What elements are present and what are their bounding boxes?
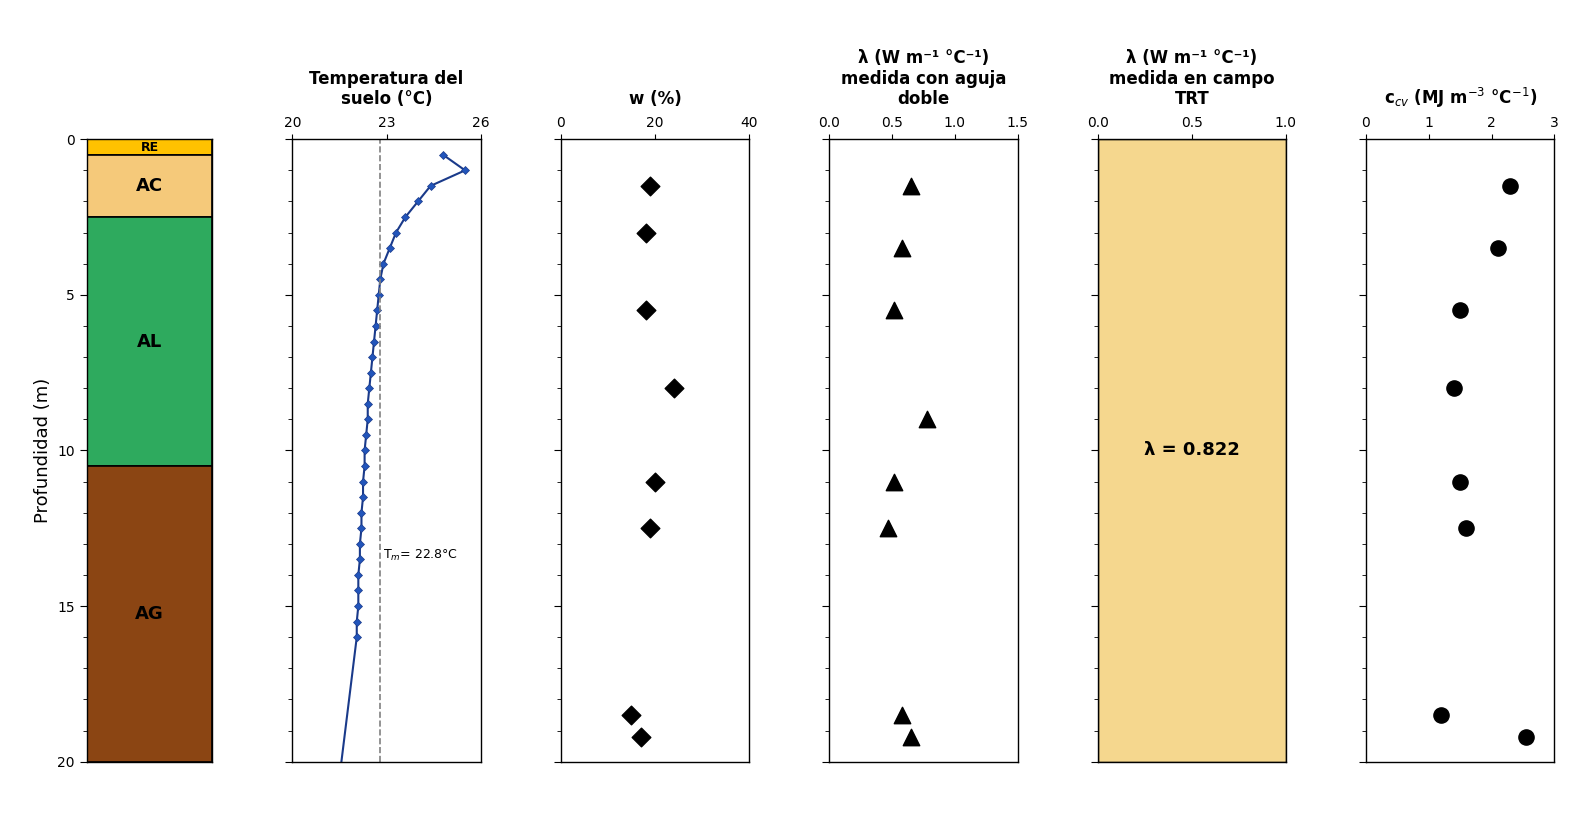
Bar bbox=[87, 139, 213, 155]
Point bbox=[1428, 708, 1453, 722]
Point bbox=[1453, 522, 1479, 535]
Bar bbox=[87, 155, 213, 217]
X-axis label: c$_{cv}$ (MJ m$^{-3}$ °C$^{-1}$): c$_{cv}$ (MJ m$^{-3}$ °C$^{-1}$) bbox=[1384, 86, 1537, 111]
Point bbox=[1441, 382, 1466, 395]
Point bbox=[638, 522, 663, 535]
Point bbox=[890, 708, 915, 722]
Point bbox=[1447, 475, 1472, 488]
Point bbox=[1447, 304, 1472, 317]
Point bbox=[882, 304, 907, 317]
Text: T$_m$= 22.8°C: T$_m$= 22.8°C bbox=[383, 549, 458, 563]
Point bbox=[633, 226, 658, 239]
Point bbox=[890, 242, 915, 255]
Point bbox=[876, 522, 901, 535]
Point bbox=[898, 731, 923, 744]
Y-axis label: Profundidad (m): Profundidad (m) bbox=[33, 378, 52, 523]
Point bbox=[882, 475, 907, 488]
Text: RE: RE bbox=[140, 141, 159, 153]
Point bbox=[915, 413, 940, 426]
X-axis label: w (%): w (%) bbox=[628, 90, 682, 108]
Point bbox=[1513, 731, 1539, 744]
Text: AG: AG bbox=[136, 605, 164, 622]
Text: AC: AC bbox=[136, 177, 163, 195]
Point bbox=[619, 708, 644, 722]
Point bbox=[1485, 242, 1510, 255]
Text: AL: AL bbox=[137, 333, 163, 351]
Point bbox=[638, 179, 663, 192]
X-axis label: λ (W m⁻¹ °C⁻¹)
medida en campo
TRT: λ (W m⁻¹ °C⁻¹) medida en campo TRT bbox=[1109, 49, 1275, 108]
Point bbox=[1498, 179, 1523, 192]
Bar bbox=[87, 466, 213, 762]
Text: λ = 0.822: λ = 0.822 bbox=[1144, 441, 1240, 459]
Point bbox=[661, 382, 686, 395]
Point bbox=[633, 304, 658, 317]
Point bbox=[898, 179, 923, 192]
Bar bbox=[87, 217, 213, 466]
Point bbox=[642, 475, 667, 488]
Point bbox=[628, 731, 653, 744]
X-axis label: λ (W m⁻¹ °C⁻¹)
medida con aguja
doble: λ (W m⁻¹ °C⁻¹) medida con aguja doble bbox=[841, 49, 1007, 108]
X-axis label: Temperatura del
suelo (°C): Temperatura del suelo (°C) bbox=[309, 70, 464, 108]
